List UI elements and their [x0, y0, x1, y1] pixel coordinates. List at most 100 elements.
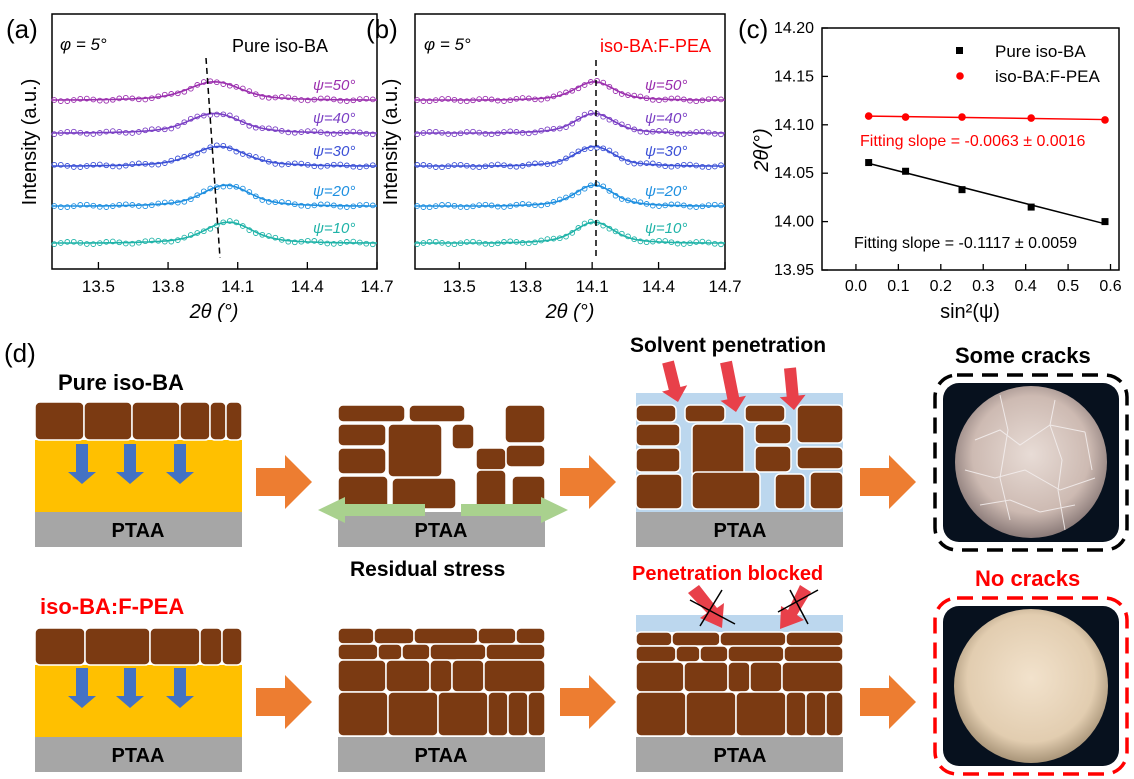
data-point: [693, 162, 700, 169]
data-point: [148, 95, 155, 102]
data-point: [311, 128, 318, 134]
data-point: [532, 160, 538, 167]
data-point: [699, 238, 706, 245]
data-point: [606, 116, 613, 123]
data-point: [470, 97, 476, 104]
perovskite-grain: [337, 643, 379, 661]
data-point: [865, 159, 873, 167]
data-point: [70, 164, 77, 170]
data-point: [200, 147, 207, 154]
data-point: [181, 198, 188, 205]
perovskite-grain: [744, 404, 786, 423]
data-point: [674, 130, 681, 137]
data-point: [337, 130, 344, 136]
data-point: [161, 91, 168, 98]
data-point: [525, 240, 532, 247]
data-point: [356, 129, 363, 136]
data-point: [457, 204, 464, 210]
perovskite-grain: [485, 643, 546, 661]
data-point: [83, 95, 90, 102]
perovskite-grain: [373, 627, 415, 645]
data-point: [718, 131, 724, 138]
perovskite-grain: [635, 631, 673, 647]
data-point: [187, 115, 194, 122]
data-point: [259, 93, 266, 100]
perovskite-grain: [209, 401, 227, 441]
data-point: [569, 120, 576, 127]
perovskite-grain: [451, 423, 475, 450]
perovskite-grain: [785, 631, 844, 647]
ptaa-label: PTAA: [714, 745, 767, 767]
data-point: [631, 160, 638, 167]
data-point: [439, 164, 445, 171]
data-point: [563, 155, 569, 162]
data-point: [432, 128, 439, 135]
data-point: [451, 162, 458, 168]
data-point: [278, 199, 285, 205]
data-point: [550, 125, 557, 132]
data-point: [96, 204, 103, 210]
data-point: [705, 164, 712, 171]
perovskite-grain: [487, 691, 509, 737]
data-point: [687, 130, 693, 137]
perovskite-grain: [691, 471, 761, 510]
data-point: [317, 95, 324, 102]
data-point: [606, 83, 613, 90]
perovskite-grain: [735, 691, 787, 737]
data-point: [252, 91, 259, 98]
data-point: [161, 199, 168, 206]
perovskite-grain: [825, 691, 844, 737]
data-point: [519, 240, 526, 246]
data-point: [324, 240, 331, 247]
data-point: [155, 93, 162, 100]
data-point: [625, 92, 631, 98]
data-point: [155, 200, 162, 207]
perovskite-grain: [635, 404, 677, 423]
data-point: [693, 239, 700, 245]
data-point: [538, 237, 545, 244]
perovskite-grain: [437, 691, 489, 737]
data-point: [343, 129, 350, 135]
data-point: [649, 128, 656, 135]
legend-label: iso-BA:F-PEA: [995, 67, 1101, 86]
data-point: [718, 96, 724, 103]
data-point: [168, 157, 175, 164]
data-point: [298, 160, 305, 167]
data-point: [705, 96, 712, 103]
data-point: [643, 201, 650, 207]
row1-title: Pure iso-BA: [58, 370, 184, 395]
data-point: [194, 113, 201, 120]
residual-stress-label: Residual stress: [350, 558, 505, 581]
data-point: [532, 202, 538, 209]
data-point: [259, 197, 266, 203]
data-point: [324, 95, 331, 102]
data-point: [324, 130, 331, 137]
perovskite-grain: [337, 404, 406, 423]
data-point: [122, 240, 129, 247]
data-point: [687, 97, 693, 104]
data-point: [109, 96, 116, 103]
data-point: [259, 125, 266, 132]
xtick-label: 13.5: [82, 277, 115, 296]
data-point: [122, 162, 129, 169]
data-point: [718, 162, 724, 169]
ptaa-substrate: [35, 737, 242, 772]
data-point: [507, 163, 514, 170]
data-point: [226, 112, 233, 119]
data-point: [668, 129, 675, 136]
data-point: [637, 238, 644, 245]
data-point: [330, 202, 337, 209]
perovskite-grain: [635, 691, 687, 737]
data-point: [581, 111, 588, 118]
panel-letter-a: (a): [6, 14, 38, 44]
xtick-label: 0.2: [930, 278, 952, 295]
data-point: [594, 111, 600, 117]
perovskite-grain: [429, 643, 487, 661]
data-point: [501, 239, 507, 245]
data-point: [142, 160, 149, 167]
data-point: [656, 161, 662, 168]
data-point: [699, 203, 706, 210]
data-point: [494, 203, 501, 210]
data-point: [445, 163, 452, 170]
